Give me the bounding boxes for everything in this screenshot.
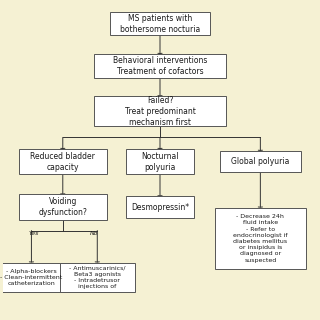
Bar: [215, 208, 306, 269]
Text: - Alpha-blockers
- Clean-intermittent
catheterization: - Alpha-blockers - Clean-intermittent ca…: [0, 269, 62, 286]
Text: Global polyuria: Global polyuria: [231, 157, 290, 166]
Bar: [60, 263, 135, 292]
Text: Yes: Yes: [28, 231, 39, 236]
Text: Reduced bladder
capacity: Reduced bladder capacity: [30, 151, 95, 172]
Bar: [19, 195, 107, 220]
Text: Voiding
dysfunction?: Voiding dysfunction?: [38, 197, 87, 217]
Bar: [110, 12, 210, 35]
Bar: [125, 149, 195, 174]
Text: MS patients with
bothersome nocturia: MS patients with bothersome nocturia: [120, 13, 200, 34]
Text: No: No: [90, 231, 98, 236]
Bar: [125, 196, 195, 218]
Text: Behavioral interventions
Treatment of cofactors: Behavioral interventions Treatment of co…: [113, 56, 207, 76]
Text: Failed?
Treat predominant
mechanism first: Failed? Treat predominant mechanism firs…: [124, 96, 196, 127]
Bar: [0, 263, 69, 292]
Text: Desmopressin*: Desmopressin*: [131, 203, 189, 212]
Bar: [19, 149, 107, 174]
Text: - Decrease 24h
fluid intake
- Refer to
endocrinologist if
diabetes mellitus
or i: - Decrease 24h fluid intake - Refer to e…: [233, 214, 288, 263]
Bar: [220, 151, 301, 172]
Bar: [94, 54, 226, 78]
Text: - Antimuscarinics/
Beta3 agonists
- Intradetrusor
injections of: - Antimuscarinics/ Beta3 agonists - Intr…: [69, 266, 125, 289]
Bar: [94, 97, 226, 126]
Text: Nocturnal
polyuria: Nocturnal polyuria: [141, 151, 179, 172]
